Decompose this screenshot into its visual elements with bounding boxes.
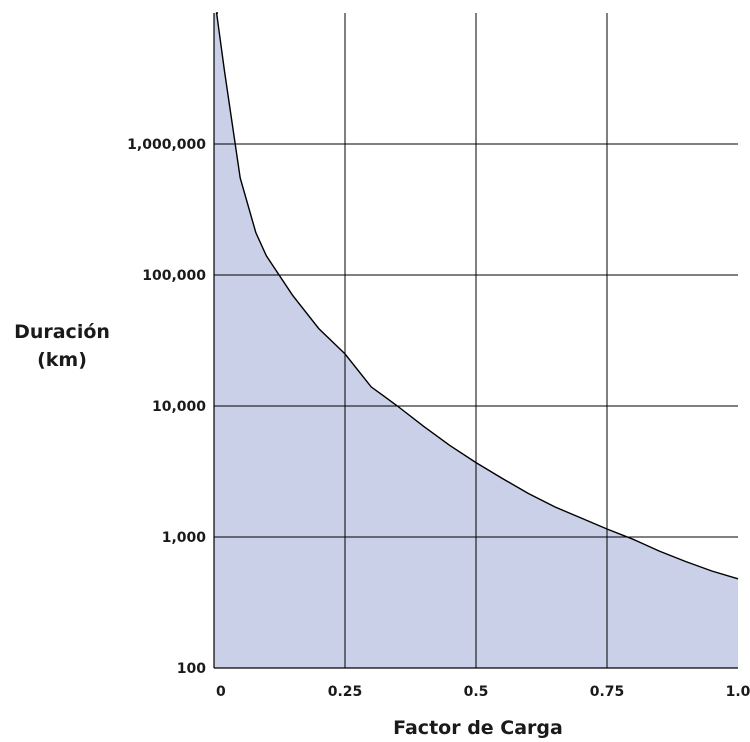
y-tick-label: 1,000,000 <box>127 137 206 153</box>
line-layer <box>215 12 739 580</box>
y-axis-title-line-2: (km) <box>37 349 87 371</box>
x-axis-title: Factor de Carga <box>393 717 563 739</box>
y-tick-label: 100 <box>177 661 206 677</box>
series-line <box>215 12 739 580</box>
x-tick-label: 0 <box>216 684 226 700</box>
x-tick-label: 0.25 <box>328 684 363 700</box>
y-axis-title-line-1: Duración <box>14 321 110 343</box>
x-tick-label: 0.75 <box>590 684 625 700</box>
y-tick-label: 10,000 <box>152 399 206 415</box>
y-tick-label: 1,000 <box>162 530 207 546</box>
x-tick-label: 0.5 <box>464 684 489 700</box>
tick-layer: 100 1,000 10,000 100,000 1,000,000 0 0.25 0.5 0.… <box>127 137 750 700</box>
y-tick-label: 100,000 <box>142 268 206 284</box>
x-tick-label: 1.0 <box>726 684 750 700</box>
grid-layer <box>213 13 738 669</box>
